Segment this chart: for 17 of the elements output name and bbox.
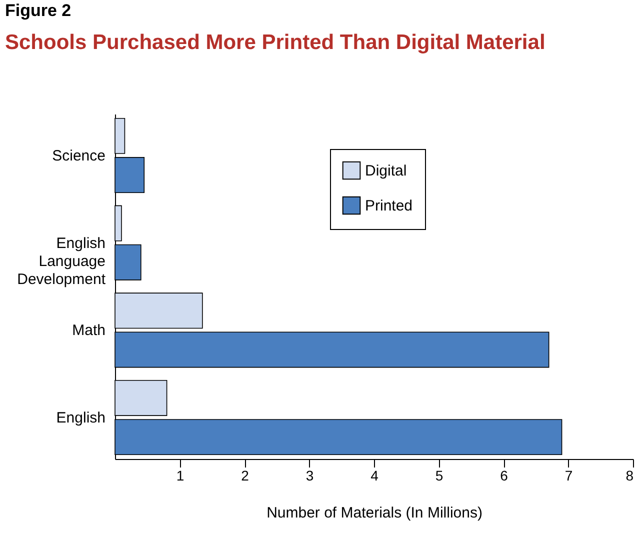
x-tick-label: 2: [241, 468, 250, 484]
caption: Figure 2: [5, 1, 72, 20]
y-tick-label: English: [56, 410, 106, 427]
x-tick-label: 8: [626, 468, 634, 484]
y-tick-label: English Language Development: [17, 234, 106, 288]
x-tick-label: 4: [370, 468, 379, 484]
y-tick-label: Science: [52, 147, 106, 164]
x-axis-title: Number of Materials (In Millions): [266, 504, 482, 522]
x-tick-label: 3: [306, 468, 314, 484]
x-tick-label: 1: [176, 468, 184, 484]
chart-title: Schools Purchased More Printed Than Digital Material: [5, 31, 546, 54]
legend-label: Digital: [365, 162, 407, 180]
x-tick-label: 5: [435, 468, 444, 484]
y-tick-label: Math: [72, 322, 106, 340]
x-tick-label: 6: [500, 468, 508, 484]
x-tick-label: 7: [564, 468, 573, 484]
legend-label: Printed: [365, 198, 413, 214]
